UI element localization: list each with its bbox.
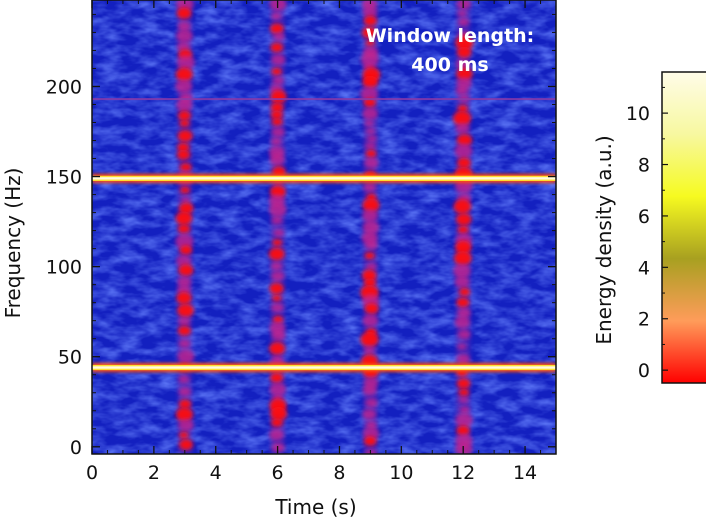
colorbar-tick-label: 6 (638, 206, 650, 228)
colorbar: 0 2 4 6 8 10 (626, 71, 706, 384)
colorbar-tick-label: 10 (626, 103, 650, 125)
annotation-line-2: 400 ms (411, 54, 488, 76)
y-tick-label: 0 (70, 437, 82, 459)
x-tick-label: 12 (451, 462, 475, 484)
faint-line-193hz (92, 98, 556, 101)
pulse-column-9s (360, 0, 381, 454)
harmonic-line-44hz (92, 363, 556, 373)
x-tick-label: 14 (513, 462, 537, 484)
x-axis: 0 2 4 6 8 10 12 14 (86, 0, 542, 484)
colorbar-title: Energy density (a.u.) (592, 135, 616, 344)
pulse-column-3s (175, 0, 195, 454)
x-tick-label: 10 (389, 462, 413, 484)
harmonic-line-149hz (92, 173, 556, 183)
colorbar-tick-label: 8 (638, 155, 650, 177)
y-tick-label: 200 (46, 76, 82, 98)
plot-area (92, 0, 556, 454)
x-axis-title: Time (s) (274, 495, 356, 519)
colorbar-tick-label: 0 (638, 360, 650, 382)
pulse-column-12s (453, 0, 474, 454)
x-tick-label: 0 (86, 462, 98, 484)
colorbar-tick-label: 4 (638, 257, 650, 279)
plot-noise-texture (92, 0, 556, 454)
x-tick-label: 8 (333, 462, 345, 484)
x-tick-label: 2 (148, 462, 160, 484)
colorbar-tick-label: 2 (638, 309, 650, 331)
y-tick-label: 150 (46, 167, 82, 189)
pulse-column-6s (268, 0, 287, 454)
y-axis: 0 50 100 150 200 (46, 13, 556, 459)
y-tick-label: 50 (58, 347, 82, 369)
colorbar-gradient (661, 71, 706, 384)
y-tick-label: 100 (46, 257, 82, 279)
pulse-columns (175, 0, 474, 454)
annotation-line-1: Window length: (366, 25, 535, 47)
x-tick-label: 6 (272, 462, 284, 484)
y-axis-title: Frequency (Hz) (1, 168, 25, 319)
harmonic-lines (92, 98, 556, 373)
x-tick-label: 4 (210, 462, 222, 484)
